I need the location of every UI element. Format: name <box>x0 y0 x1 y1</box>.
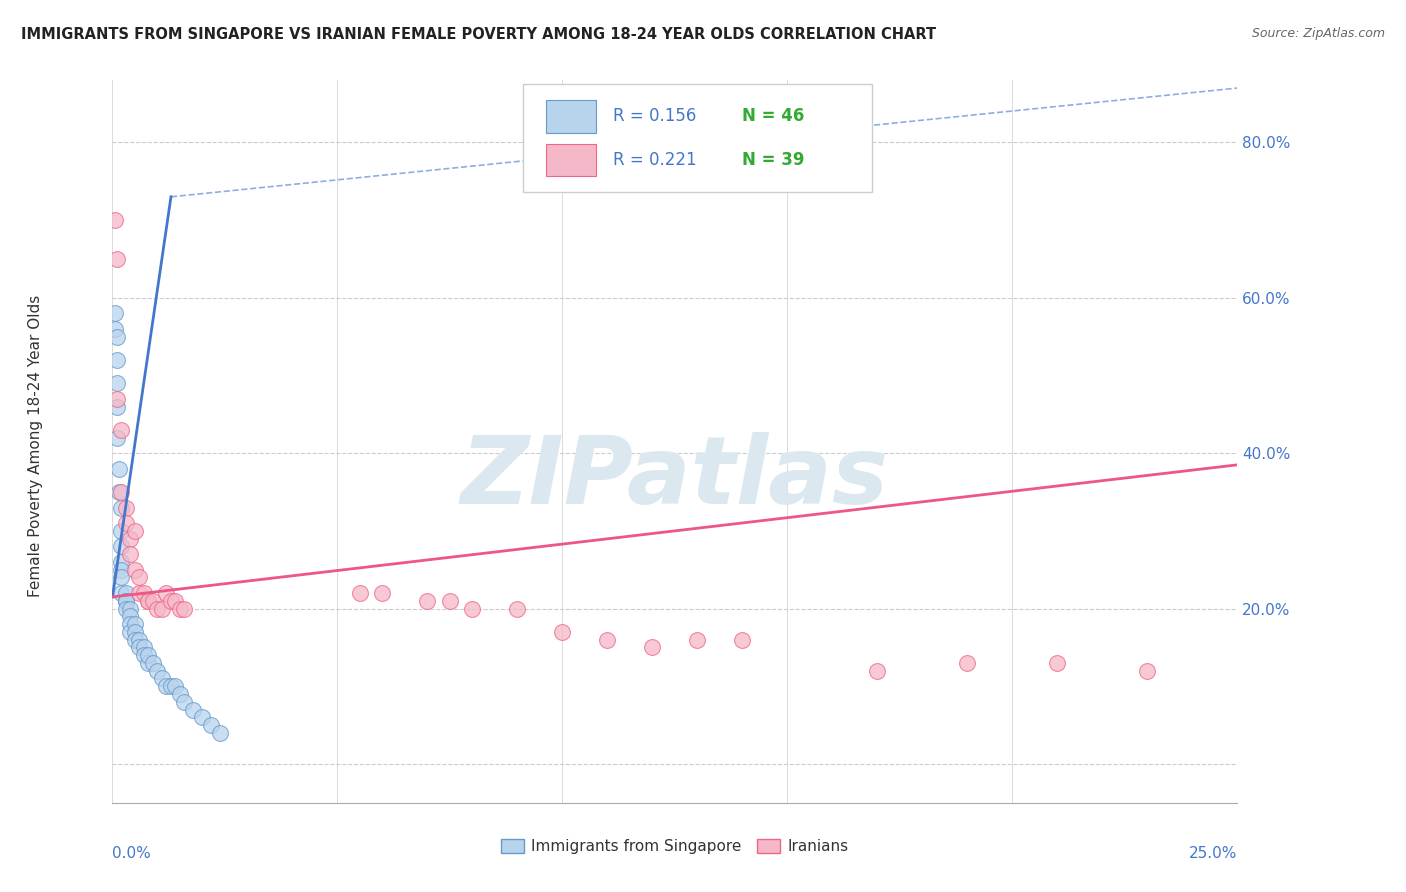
Point <box>132 640 155 655</box>
Point <box>138 648 160 663</box>
Point <box>120 547 142 561</box>
Point <box>169 687 191 701</box>
Point <box>191 710 214 724</box>
Point <box>439 594 461 608</box>
Legend: Immigrants from Singapore, Iranians: Immigrants from Singapore, Iranians <box>495 833 855 860</box>
Point <box>115 601 138 615</box>
Text: R = 0.221: R = 0.221 <box>613 151 696 169</box>
Point <box>132 648 155 663</box>
Text: 25.0%: 25.0% <box>1189 847 1237 861</box>
Point <box>128 586 150 600</box>
Point <box>128 632 150 647</box>
Point <box>142 594 165 608</box>
Point <box>120 624 142 639</box>
Point <box>866 664 889 678</box>
Point <box>105 431 128 445</box>
Point <box>138 656 160 670</box>
Point <box>173 695 195 709</box>
Point <box>104 213 127 227</box>
Point <box>169 601 191 615</box>
Point <box>110 586 132 600</box>
Point <box>551 624 574 639</box>
Point <box>104 322 127 336</box>
Point <box>105 376 128 391</box>
Point <box>105 400 128 414</box>
Point <box>120 617 142 632</box>
Point <box>160 594 183 608</box>
Point <box>108 461 131 475</box>
Text: N = 46: N = 46 <box>742 107 804 126</box>
Point <box>146 664 169 678</box>
Point <box>105 353 128 368</box>
Point <box>115 594 138 608</box>
Point <box>461 601 484 615</box>
Point <box>110 555 132 569</box>
Point <box>146 601 169 615</box>
Text: Female Poverty Among 18-24 Year Olds: Female Poverty Among 18-24 Year Olds <box>28 295 42 597</box>
Point <box>120 532 142 546</box>
Point <box>124 524 146 538</box>
Point <box>173 601 195 615</box>
Point <box>150 601 173 615</box>
Point <box>142 656 165 670</box>
Point <box>115 586 138 600</box>
Point <box>108 485 131 500</box>
Point <box>160 679 183 693</box>
Point <box>165 679 187 693</box>
Point <box>124 632 146 647</box>
Point <box>110 540 132 554</box>
Text: N = 39: N = 39 <box>742 151 804 169</box>
Point <box>110 423 132 437</box>
Point <box>115 594 138 608</box>
FancyBboxPatch shape <box>523 84 872 193</box>
Point <box>165 594 187 608</box>
Text: R = 0.156: R = 0.156 <box>613 107 696 126</box>
Point <box>110 563 132 577</box>
Text: IMMIGRANTS FROM SINGAPORE VS IRANIAN FEMALE POVERTY AMONG 18-24 YEAR OLDS CORREL: IMMIGRANTS FROM SINGAPORE VS IRANIAN FEM… <box>21 27 936 42</box>
Point <box>349 586 371 600</box>
Point <box>105 392 128 406</box>
Point <box>200 718 222 732</box>
Point <box>416 594 439 608</box>
Text: ZIPatlas: ZIPatlas <box>461 432 889 524</box>
Point <box>183 702 205 716</box>
Point <box>124 563 146 577</box>
Point <box>105 252 128 266</box>
Point <box>120 609 142 624</box>
Point <box>115 594 138 608</box>
Point <box>104 306 127 320</box>
Point <box>596 632 619 647</box>
Point <box>150 672 173 686</box>
FancyBboxPatch shape <box>546 144 596 176</box>
Point <box>731 632 754 647</box>
Point <box>1046 656 1069 670</box>
Point <box>155 586 177 600</box>
Point <box>124 617 146 632</box>
Point <box>138 594 160 608</box>
Point <box>110 570 132 584</box>
Point <box>120 601 142 615</box>
Point <box>686 632 709 647</box>
Point <box>128 570 150 584</box>
Point <box>641 640 664 655</box>
Text: Source: ZipAtlas.com: Source: ZipAtlas.com <box>1251 27 1385 40</box>
Point <box>1136 664 1159 678</box>
Point <box>124 624 146 639</box>
FancyBboxPatch shape <box>546 100 596 133</box>
Text: 0.0%: 0.0% <box>112 847 152 861</box>
Point <box>506 601 529 615</box>
Point <box>132 586 155 600</box>
Point <box>115 516 138 530</box>
Point <box>105 329 128 343</box>
Point <box>128 640 150 655</box>
Point <box>110 500 132 515</box>
Point <box>110 524 132 538</box>
Point <box>110 485 132 500</box>
Point <box>155 679 177 693</box>
Point <box>138 594 160 608</box>
Point <box>371 586 394 600</box>
Point <box>115 500 138 515</box>
Point <box>956 656 979 670</box>
Point <box>209 726 232 740</box>
